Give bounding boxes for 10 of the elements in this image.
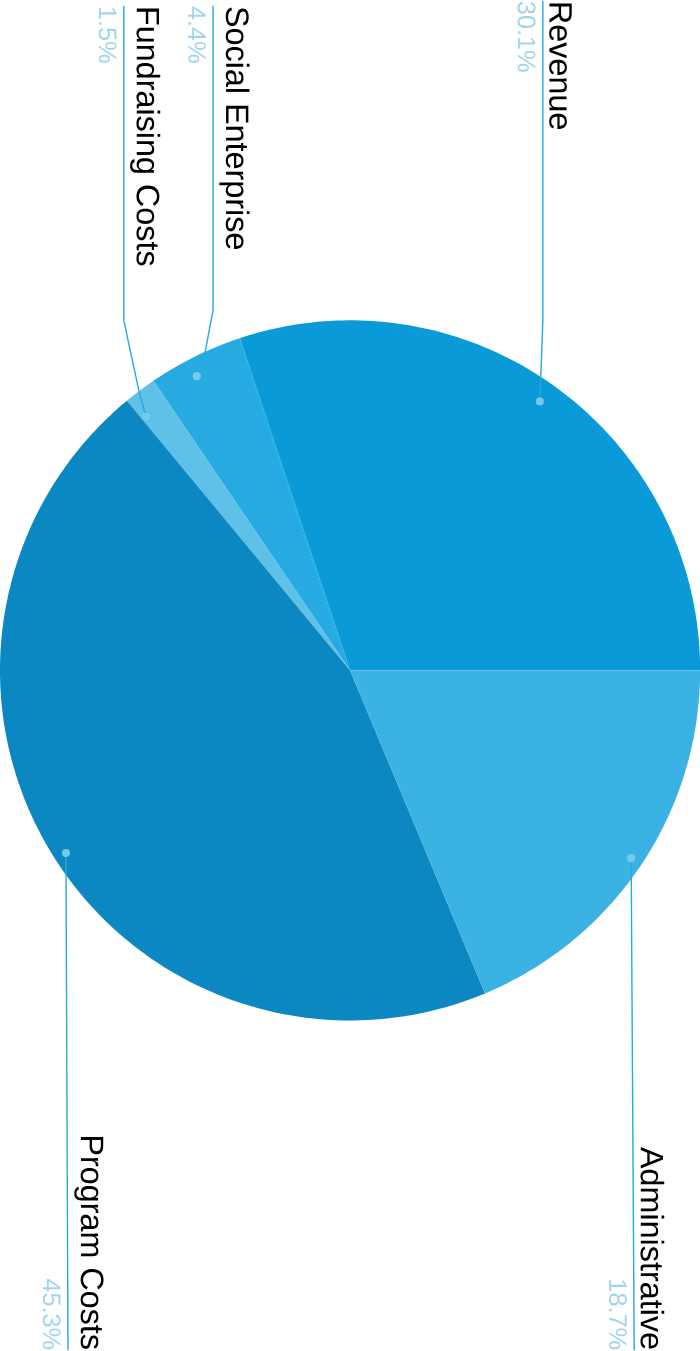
- slice-label: Fundraising Costs: [130, 8, 161, 266]
- data-label: 30.1%: [517, 1, 536, 72]
- data-label: 1.5%: [98, 7, 117, 63]
- data-label: 45.3%: [42, 1279, 61, 1350]
- data-label: 4.4%: [188, 6, 206, 63]
- slice-label: Social Enterprise: [219, 7, 250, 249]
- slice-label: Program Costs: [74, 1137, 104, 1349]
- slice-label: Administrative: [640, 1146, 665, 1349]
- data-label: 18.7%: [608, 1280, 627, 1350]
- slice-label: Revenue: [549, 3, 572, 129]
